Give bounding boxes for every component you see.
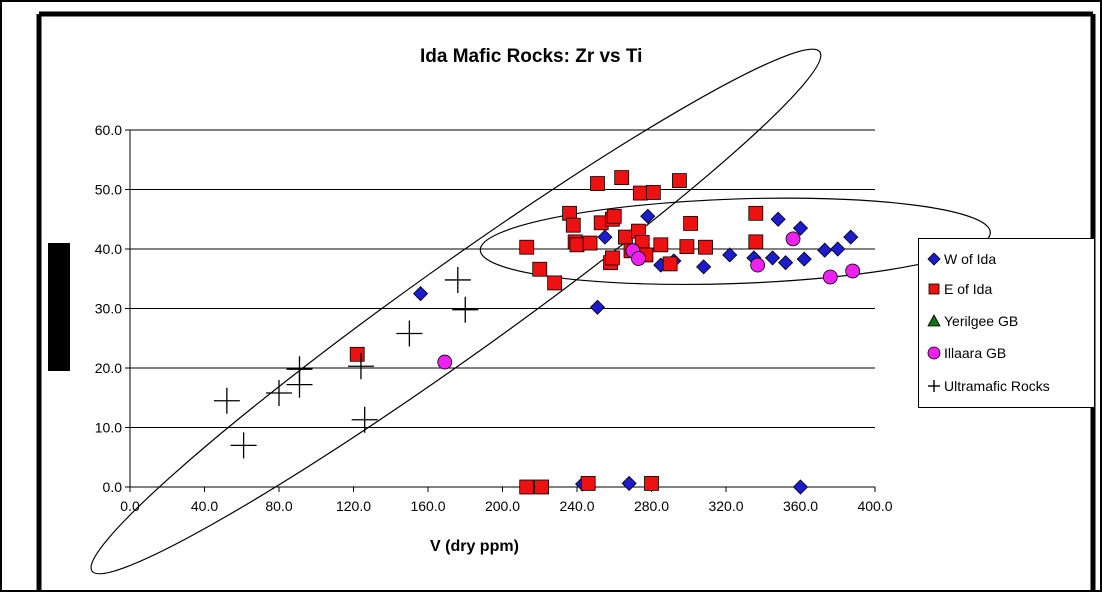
data-point-square	[672, 173, 687, 188]
data-point-diamond	[412, 286, 429, 302]
data-point-square	[683, 216, 699, 231]
grouping-ellipse	[90, 48, 822, 575]
x-tick-label: 280.0	[634, 498, 669, 514]
data-point-square	[614, 170, 630, 186]
data-point-diamond	[792, 220, 809, 236]
data-point-diamond	[778, 255, 794, 271]
data-point-plus	[213, 387, 240, 414]
data-point-square	[698, 239, 713, 255]
legend-item-w-of-ida: W of Ida	[927, 251, 996, 267]
chart-title: Ida Mafic Rocks: Zr vs Ti	[420, 46, 643, 67]
data-point-plus	[351, 406, 378, 433]
legend-label: Yerilgee GB	[944, 313, 1019, 329]
data-point-diamond	[764, 250, 781, 266]
y-tick-label: 60.0	[95, 122, 122, 138]
legend-item-yerilgee-gb: Yerilgee GB	[927, 313, 1018, 329]
data-point-circle	[822, 269, 838, 285]
legend-label: Ultramafic Rocks	[944, 378, 1050, 394]
data-point-square	[580, 476, 596, 491]
legend-label: E of Ida	[944, 281, 993, 297]
x-tick-label: 320.0	[708, 498, 743, 514]
triangle-icon	[927, 314, 941, 327]
data-point-square	[519, 239, 535, 255]
data-point-square	[582, 235, 598, 251]
grouping-ellipse	[479, 197, 991, 286]
data-point-circle	[437, 354, 453, 370]
data-point-plus	[347, 353, 374, 380]
data-point-diamond	[589, 299, 606, 315]
data-point-square	[662, 256, 678, 272]
x-tick-label: 120.0	[336, 498, 371, 514]
legend-label: W of Ida	[944, 251, 997, 267]
data-point-square	[653, 237, 669, 253]
circle-icon	[927, 346, 941, 360]
legend-item-e-of-ida: E of Ida	[927, 281, 992, 297]
y-tick-label: 40.0	[95, 241, 122, 257]
data-point-square	[569, 237, 585, 253]
data-point-diamond	[640, 208, 656, 224]
diamond-icon	[927, 252, 941, 266]
x-tick-label: 360.0	[783, 498, 818, 514]
y-tick-label: 10.0	[95, 420, 122, 436]
x-tick-label: 400.0	[857, 498, 892, 514]
legend: W of Ida E of Ida Yerilgee GB Illaara GB…	[918, 238, 1095, 408]
plot-area: 0.0 10.0 20.0 30.0 40.0 50.0 60.0 0.0 40.0 80.0 12…	[90, 48, 991, 575]
data-point-circle	[845, 263, 861, 279]
data-point-square	[645, 185, 661, 200]
data-point-square	[547, 275, 563, 291]
data-point-diamond	[817, 242, 833, 258]
data-point-diamond	[597, 229, 613, 245]
x-tick-label: 80.0	[265, 498, 292, 514]
plus-icon	[928, 380, 940, 392]
data-point-square	[606, 208, 622, 224]
y-tick-label: 20.0	[95, 360, 122, 376]
data-point-square	[565, 217, 581, 233]
data-point-diamond	[843, 229, 859, 245]
data-point-diamond	[792, 479, 809, 495]
x-tick-label: 0.0	[120, 498, 140, 514]
x-tick-label: 240.0	[559, 498, 594, 514]
data-point-diamond	[830, 241, 846, 257]
data-point-square	[532, 261, 548, 277]
x-axis-label: V (dry ppm)	[430, 538, 519, 555]
data-point-circle	[750, 257, 766, 273]
data-point-plus	[452, 296, 479, 323]
data-point-diamond	[770, 211, 786, 227]
legend-item-illaara-gb: Illaara GB	[927, 345, 1006, 361]
data-point-diamond	[722, 247, 738, 263]
data-point-square	[590, 176, 605, 191]
data-point-circle	[631, 251, 646, 266]
y-tick-label: 50.0	[95, 182, 122, 198]
data-point-diamond	[696, 259, 712, 275]
data-point-square	[748, 234, 764, 250]
data-point-plus	[286, 371, 313, 398]
y-tick-label: 30.0	[95, 301, 122, 317]
data-point-circle	[785, 231, 801, 247]
x-tick-label: 200.0	[485, 498, 520, 514]
legend-item-ultramafic-rocks: Ultramafic Rocks	[927, 378, 1050, 394]
y-tick-label: 0.0	[103, 479, 123, 495]
legend-label: Illaara GB	[944, 345, 1007, 361]
data-point-plus	[396, 320, 423, 347]
data-point-square	[679, 239, 695, 255]
x-tick-label: 40.0	[191, 498, 218, 514]
data-point-square	[618, 229, 633, 245]
data-point-plus	[444, 266, 471, 293]
data-point-square	[534, 479, 550, 495]
data-point-plus	[266, 379, 292, 406]
data-point-square	[748, 205, 764, 221]
x-tick-label: 160.0	[410, 498, 445, 514]
data-point-diamond	[621, 475, 637, 491]
data-point-diamond	[796, 251, 812, 267]
data-point-square	[604, 250, 620, 266]
square-icon	[928, 283, 940, 295]
data-point-square	[519, 479, 535, 495]
data-point-square	[349, 346, 365, 362]
data-point-square	[632, 185, 648, 201]
y-axis-label	[48, 243, 70, 371]
data-point-plus	[230, 432, 257, 459]
data-point-square	[644, 476, 659, 491]
